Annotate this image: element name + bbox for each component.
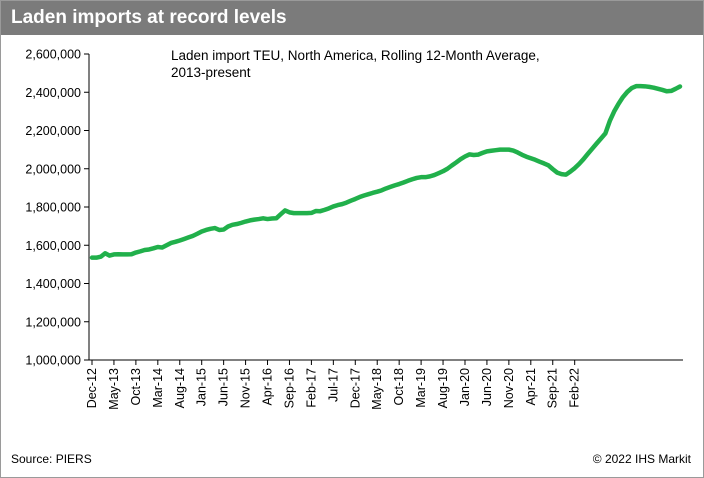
x-tick-label: Mar-14 bbox=[151, 368, 165, 408]
x-tick-label: May-18 bbox=[370, 368, 384, 410]
series-layer bbox=[89, 83, 683, 260]
x-tick-label: Feb-22 bbox=[568, 368, 582, 408]
y-tick-label: 1,800,000 bbox=[25, 201, 81, 215]
x-axis: Dec-12 May-13 Oct-13 Mar-14 Aug-14 Jan-15 Jun-… bbox=[85, 359, 683, 410]
series-line bbox=[89, 83, 683, 260]
y-tick-label: 2,200,000 bbox=[25, 124, 81, 138]
y-tick-label: 2,600,000 bbox=[25, 48, 81, 62]
page-title: Laden imports at record levels bbox=[11, 7, 287, 28]
x-tick-label: Jan-15 bbox=[195, 368, 209, 406]
x-tick-label: Nov-20 bbox=[502, 368, 516, 408]
x-tick-label: Oct-18 bbox=[392, 368, 406, 406]
x-tick-label: Sep-21 bbox=[546, 368, 560, 408]
y-tick-label: 1,200,000 bbox=[25, 315, 81, 329]
y-tick-label: 1,400,000 bbox=[25, 277, 81, 291]
y-tick-label: 1,600,000 bbox=[25, 239, 81, 253]
x-tick-label: Jan-20 bbox=[458, 368, 472, 406]
x-tick-label: Jun-20 bbox=[480, 368, 494, 406]
x-tick-label: Oct-13 bbox=[129, 368, 143, 406]
y-tick-label: 2,000,000 bbox=[25, 162, 81, 176]
x-tick-label: May-13 bbox=[107, 368, 121, 410]
x-tick-label: Aug-14 bbox=[173, 368, 187, 408]
y-axis: 1,000,000 1,200,000 1,400,000 1,600,000 1,80… bbox=[25, 48, 90, 368]
chart-subtitle: Laden import TEU, North America, Rolling… bbox=[171, 47, 591, 81]
copyright-note: © 2022 IHS Markit bbox=[592, 452, 691, 466]
x-tick-label: Apr-21 bbox=[524, 368, 538, 406]
x-tick-label: Aug-19 bbox=[436, 368, 450, 408]
x-tick-label: Dec-17 bbox=[348, 368, 362, 408]
line-chart: 1,000,000 1,200,000 1,400,000 1,600,000 1,80… bbox=[25, 48, 683, 410]
x-tick-label: Jul-17 bbox=[326, 368, 340, 402]
x-tick-label: Mar-19 bbox=[414, 368, 428, 408]
x-tick-label: Apr-16 bbox=[261, 368, 275, 406]
chart-subtitle-line: 2013-present bbox=[171, 65, 251, 80]
x-tick-label: Dec-12 bbox=[85, 368, 99, 408]
x-tick-label: Sep-16 bbox=[282, 368, 296, 408]
y-tick-label: 2,400,000 bbox=[25, 86, 81, 100]
x-tick-label: Nov-15 bbox=[239, 368, 253, 408]
source-note: Source: PIERS bbox=[11, 452, 92, 466]
y-tick-label: 1,000,000 bbox=[25, 354, 81, 368]
x-tick-label: Feb-17 bbox=[304, 368, 318, 408]
chart-title: Laden import TEU, North America, Rolling… bbox=[171, 48, 540, 63]
x-tick-label: Jun-15 bbox=[217, 368, 231, 406]
title-bar: Laden imports at record levels bbox=[1, 1, 703, 35]
